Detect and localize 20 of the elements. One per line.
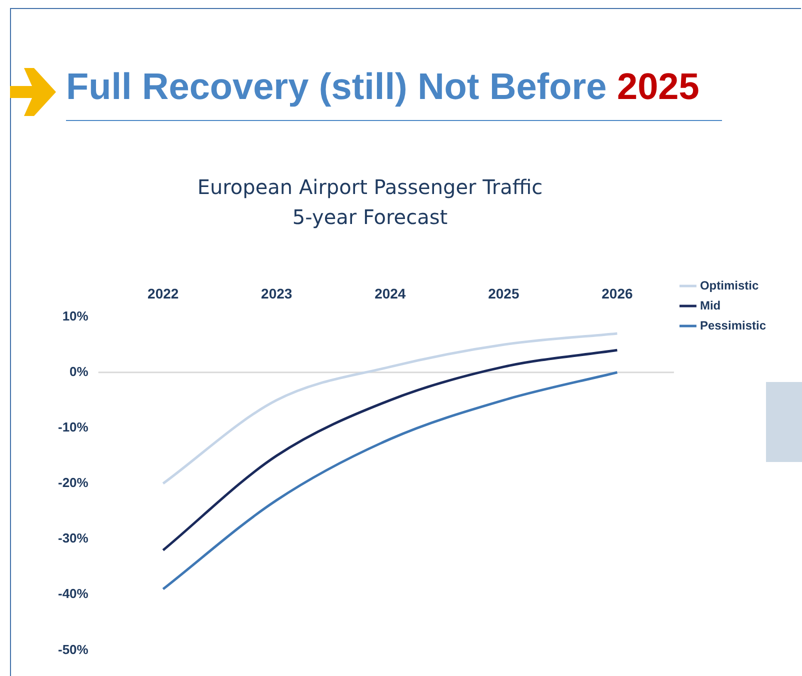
y-tick-label: 10% xyxy=(62,308,89,324)
y-tick-label: -20% xyxy=(58,475,89,490)
line-series xyxy=(162,371,618,590)
y-tick-label: -10% xyxy=(58,420,89,435)
line-series xyxy=(162,332,618,485)
y-tick-label: -40% xyxy=(58,586,89,602)
x-tick-label: 2025 xyxy=(488,285,520,302)
y-tick-label: 0% xyxy=(70,364,89,379)
legend-label: Pessimistic xyxy=(700,318,766,332)
line-series xyxy=(162,348,618,552)
legend-label: Optimistic xyxy=(700,278,759,292)
chart-title: Full Recovery (still) Not Before 2025 xyxy=(66,66,700,108)
x-tick-label: 2022 xyxy=(148,285,179,302)
legend-label: Mid xyxy=(700,298,721,312)
x-tick-label: 2024 xyxy=(374,285,406,302)
y-tick-label: -50% xyxy=(58,642,89,657)
y-tick-label: -30% xyxy=(58,530,89,546)
x-tick-label: 2023 xyxy=(261,285,292,302)
chart-subtitle: European Airport Passenger Traffic 5-year Forecast xyxy=(196,174,544,231)
x-tick-label: 2026 xyxy=(602,285,633,302)
